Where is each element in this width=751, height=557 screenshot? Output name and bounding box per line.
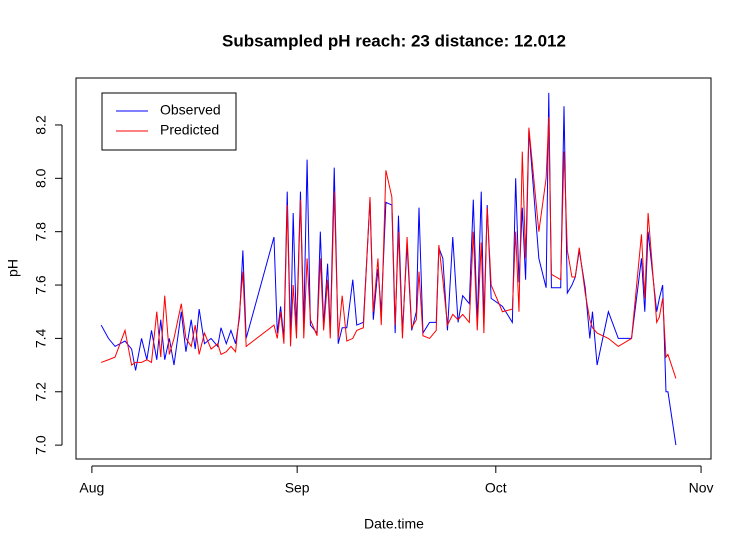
x-axis-label: Date.time	[364, 516, 424, 532]
y-tick-label: 7.0	[33, 435, 49, 455]
x-tick-label: Aug	[79, 480, 104, 496]
y-tick-label: 7.4	[33, 328, 49, 348]
y-tick-label: 7.8	[33, 222, 49, 242]
x-tick-label: Sep	[285, 480, 310, 496]
y-tick-label: 8.0	[33, 168, 49, 188]
x-tick-label: Oct	[485, 480, 507, 496]
y-tick-label: 7.2	[33, 382, 49, 402]
y-tick-label: 7.6	[33, 275, 49, 295]
legend-label: Observed	[160, 102, 221, 118]
legend-box	[101, 92, 237, 151]
x-tick-label: Nov	[689, 480, 714, 496]
y-axis-label: pH	[5, 259, 21, 277]
legend-label: Predicted	[160, 122, 219, 138]
series-line	[100, 92, 677, 446]
chart-title: Subsampled pH reach: 23 distance: 12.012	[222, 31, 566, 50]
series-line	[100, 116, 677, 379]
plot-frame	[75, 77, 712, 460]
y-tick-label: 8.2	[33, 115, 49, 135]
